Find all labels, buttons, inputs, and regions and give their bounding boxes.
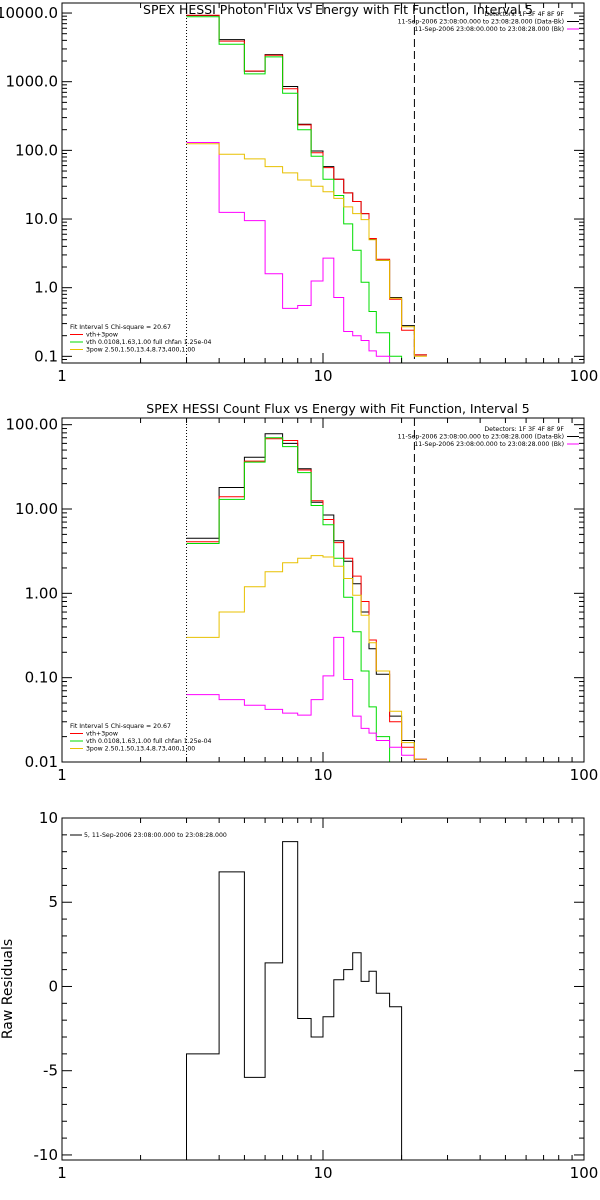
panel-1: [61, 2, 585, 364]
y-tick-label: 10000.0: [0, 4, 58, 22]
header-line: 11-Sep-2006 23:08:00.000 to 23:08:28.000…: [414, 441, 564, 448]
series-5-histogram: [186, 143, 427, 357]
header-line: 11-Sep-2006 23:08:00.000 to 23:08:28.000…: [398, 19, 564, 26]
series-2-histogram: [186, 14, 427, 356]
legend-entry: 3pow 2.50,1.50,13.4,8.73,400,1.00: [86, 746, 195, 753]
series-3-histogram: [186, 16, 403, 363]
y-tick-label: 10: [39, 809, 58, 827]
y-tick-label: 100.00: [6, 416, 59, 434]
y-tick-label: 1.00: [25, 584, 58, 602]
legend-entry: vth+3pow: [86, 332, 118, 339]
x-tick-label: 1: [57, 766, 67, 784]
y-tick-label: 1.0: [34, 279, 58, 297]
header-line: Detectors: 1F 3F 4F 8F 9F: [484, 426, 564, 433]
x-tick-label: 1: [57, 1164, 67, 1182]
y-axis-label: Raw Residuals: [0, 939, 16, 1039]
legend-entry: vth+3pow: [86, 731, 118, 738]
chart-title: SPEX HESSI Photon Flux vs Energy with Fi…: [143, 2, 533, 17]
x-tick-label: 10: [313, 766, 332, 784]
y-tick-label: 1000.0: [6, 73, 59, 91]
plot-frame: [61, 817, 585, 1161]
legend-entry: 3pow 2.50,1.50,13.4,8.73,400,1.00: [86, 347, 195, 354]
header-line: 11-Sep-2006 23:08:00.000 to 23:08:28.000…: [398, 434, 564, 441]
plot-frame: [61, 417, 585, 763]
y-tick-label: 10.0: [25, 210, 58, 228]
x-tick-label: 10: [313, 367, 332, 385]
plot-frame: [61, 2, 585, 364]
x-tick-label: 1: [57, 367, 67, 385]
legend-entry: 5, 11-Sep-2006 23:08:00.000 to 23:08:28.…: [84, 832, 227, 839]
x-tick-label: 10: [313, 1164, 332, 1182]
series-5-histogram: [186, 555, 427, 760]
header-line: Detectors: 1F 3F 4F 8F 9F: [484, 11, 564, 18]
series-1-histogram: [186, 841, 403, 1160]
legend-entry: vth 0.0108,1.63,1.00 full chfan 1.25e-04: [86, 738, 212, 745]
y-tick-label: -10: [34, 1146, 59, 1164]
legend-entry: vth 0.0108,1.63,1.00 full chfan 1.25e-04: [86, 339, 212, 346]
legend-entry: Fit Interval 5 Chi-square = 20.67: [70, 324, 171, 331]
y-tick-label: 0.1: [34, 347, 58, 365]
x-tick-label: 100: [570, 1164, 599, 1182]
series-3-histogram: [186, 437, 403, 762]
panel-3: [61, 817, 585, 1161]
series-1-histogram: [186, 15, 427, 356]
y-tick-label: -5: [43, 1062, 58, 1080]
y-tick-label: 0.10: [25, 669, 58, 687]
series-1-histogram: [186, 433, 427, 760]
x-tick-label: 100: [570, 766, 599, 784]
series-4-histogram: [186, 142, 403, 363]
y-tick-label: 10.00: [15, 500, 58, 518]
chart-title: SPEX HESSI Count Flux vs Energy with Fit…: [146, 401, 529, 416]
header-line: 11-Sep-2006 23:08:00.000 to 23:08:28.000…: [414, 26, 564, 33]
legend-entry: Fit Interval 5 Chi-square = 20.67: [70, 723, 171, 730]
y-tick-label: 0.01: [25, 753, 58, 771]
panel-2: [61, 417, 585, 763]
x-tick-label: 100: [570, 367, 599, 385]
y-tick-label: 5: [48, 893, 58, 911]
series-4-histogram: [186, 636, 427, 760]
y-tick-label: 100.0: [15, 141, 58, 159]
y-tick-label: 0: [48, 977, 58, 995]
